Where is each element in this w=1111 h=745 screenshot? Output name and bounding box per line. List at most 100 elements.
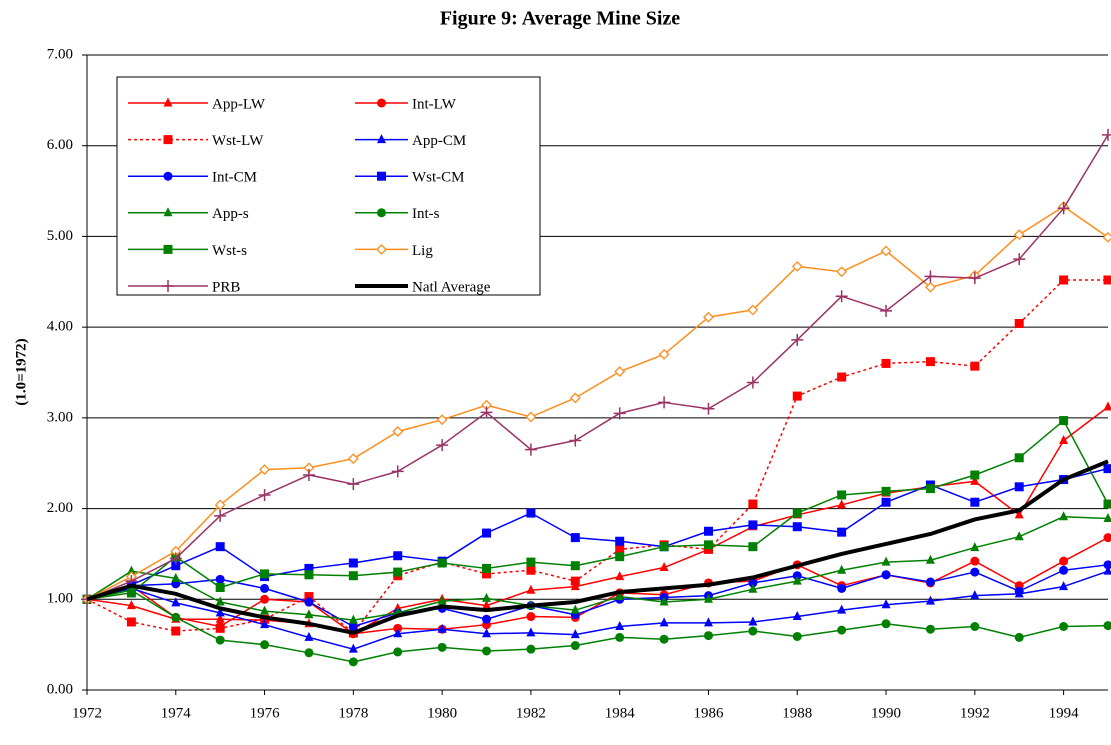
marker (748, 500, 757, 509)
marker (526, 412, 535, 421)
marker (970, 471, 979, 480)
legend-label: App-LW (212, 96, 266, 112)
marker (571, 561, 580, 570)
marker (393, 427, 402, 436)
marker (1059, 275, 1068, 284)
x-tick-label: 1990 (871, 705, 901, 721)
marker (260, 584, 269, 593)
marker (926, 578, 935, 587)
x-tick-label: 1988 (782, 705, 812, 721)
marker (393, 647, 402, 656)
marker (970, 362, 979, 371)
marker (793, 392, 802, 401)
marker (1104, 500, 1111, 509)
marker (127, 617, 136, 626)
marker (438, 415, 447, 424)
y-tick-label: 3.00 (47, 409, 73, 425)
marker (837, 373, 846, 382)
marker (482, 615, 491, 624)
marker (393, 568, 402, 577)
marker (1059, 622, 1068, 631)
marker (438, 559, 447, 568)
marker (571, 641, 580, 650)
legend-label: PRB (212, 279, 240, 295)
marker (164, 245, 173, 254)
marker (304, 598, 313, 607)
marker (1104, 533, 1111, 542)
marker (882, 487, 891, 496)
marker (526, 558, 535, 567)
x-tick-label: 1974 (161, 705, 192, 721)
marker (349, 559, 358, 568)
marker (793, 522, 802, 531)
marker (1015, 319, 1024, 328)
marker (1059, 435, 1068, 444)
marker (837, 626, 846, 635)
legend-label: Wst-LW (212, 133, 264, 149)
marker (260, 569, 269, 578)
marker (1104, 275, 1111, 284)
marker (793, 509, 802, 518)
marker (260, 640, 269, 649)
marker (526, 645, 535, 654)
marker (1104, 401, 1111, 410)
y-tick-label: 5.00 (47, 228, 73, 244)
marker (303, 469, 315, 481)
marker (127, 588, 136, 597)
marker (882, 557, 891, 566)
marker (1059, 557, 1068, 566)
marker (526, 627, 535, 636)
marker (304, 570, 313, 579)
marker (304, 648, 313, 657)
marker (571, 533, 580, 542)
marker (216, 636, 225, 645)
marker (882, 619, 891, 628)
marker (1102, 129, 1111, 141)
legend-label: Natl Average (412, 279, 491, 295)
marker (1015, 453, 1024, 462)
legend-label: Wst-s (212, 243, 247, 259)
marker (482, 564, 491, 573)
x-tick-label: 1984 (605, 705, 636, 721)
marker (970, 590, 979, 599)
marker (970, 498, 979, 507)
legend-label: App-s (212, 206, 249, 222)
marker (882, 359, 891, 368)
x-tick-label: 1980 (427, 705, 457, 721)
marker (216, 542, 225, 551)
marker (1059, 566, 1068, 575)
marker (259, 489, 271, 501)
y-tick-label: 6.00 (47, 137, 73, 153)
marker (526, 612, 535, 621)
marker (748, 542, 757, 551)
marker (216, 583, 225, 592)
marker (526, 566, 535, 575)
marker (1104, 464, 1111, 473)
marker (969, 272, 981, 284)
marker (377, 99, 386, 108)
marker (377, 172, 386, 181)
marker (704, 617, 713, 626)
marker (526, 509, 535, 518)
marker (392, 465, 404, 477)
legend-box (117, 77, 540, 295)
marker (837, 490, 846, 499)
marker (171, 627, 180, 636)
y-tick-label: 4.00 (47, 319, 73, 335)
marker (704, 527, 713, 536)
marker (482, 593, 491, 602)
marker (1104, 621, 1111, 630)
marker (349, 571, 358, 580)
marker (837, 584, 846, 593)
x-tick-label: 1986 (693, 705, 724, 721)
y-tick-label: 1.00 (47, 591, 73, 607)
marker (615, 552, 624, 561)
marker (926, 625, 935, 634)
x-tick-label: 1972 (72, 705, 102, 721)
marker (748, 520, 757, 529)
marker (482, 529, 491, 538)
marker (702, 403, 714, 415)
marker (393, 551, 402, 560)
